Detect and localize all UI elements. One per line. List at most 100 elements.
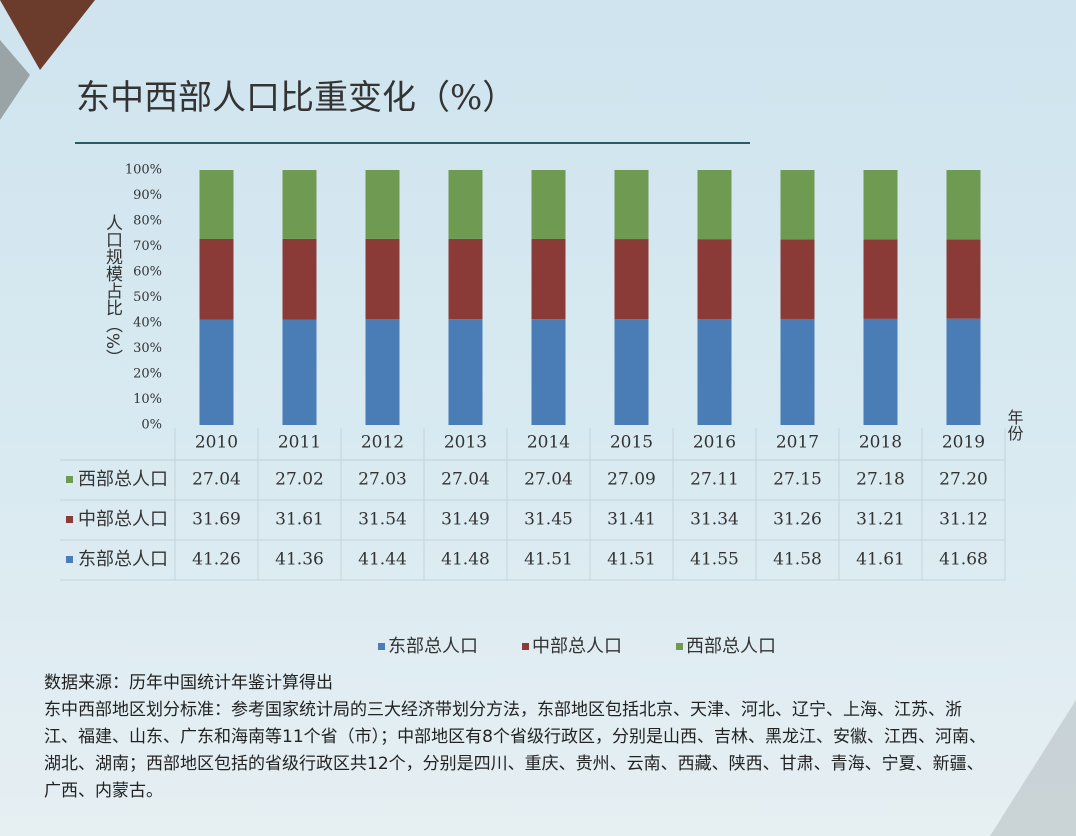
bar-segment <box>282 238 317 320</box>
bar-segment <box>946 318 981 425</box>
bar-segment <box>448 238 483 320</box>
data-label: 27.03 <box>358 470 407 490</box>
bar-segment <box>531 319 566 425</box>
bar-segment <box>282 170 317 239</box>
x-tick-label: 2016 <box>693 433 736 453</box>
bar-segment <box>946 170 981 240</box>
bar-segment <box>780 318 815 425</box>
legend-swatch <box>676 643 683 650</box>
x-tick-label: 2017 <box>776 433 819 453</box>
notes: 数据来源：历年中国统计年鉴计算得出 东中西部地区划分标准：参考国家统计局的三大经济… <box>44 670 994 805</box>
bar-segment <box>531 170 566 239</box>
bar-segment <box>531 238 566 320</box>
data-label: 41.58 <box>773 550 822 570</box>
bar-segment <box>365 169 400 239</box>
data-label: 27.11 <box>690 470 739 490</box>
legend-label: 中部总人口 <box>532 636 622 657</box>
data-label: 41.51 <box>607 550 656 570</box>
y-tick-label: 90% <box>133 188 162 203</box>
legend-swatch <box>66 476 73 483</box>
note: 东中西部地区划分标准：参考国家统计局的三大经济带划分方法，东部地区包括北京、天津… <box>44 700 986 801</box>
y-tick-label: 20% <box>133 367 162 382</box>
x-tick-label: 2019 <box>942 433 985 453</box>
bar-segment <box>282 319 317 425</box>
corner-decoration <box>990 700 1076 836</box>
data-label: 41.36 <box>275 550 324 570</box>
bar-segment <box>614 239 649 320</box>
bar-segment <box>448 319 483 425</box>
chart-title: 东中西部人口比重变化（%） <box>76 78 516 118</box>
corner-decoration <box>0 0 95 70</box>
bar-segment <box>697 170 732 240</box>
bar-segment <box>614 169 649 240</box>
data-label: 27.20 <box>939 470 988 490</box>
data-label: 41.51 <box>524 550 573 570</box>
y-tick-label: 100% <box>125 163 162 178</box>
bar-segment <box>365 238 400 320</box>
y-tick-label: 70% <box>133 239 162 254</box>
bar-segment <box>863 239 898 319</box>
y-tick-label: 10% <box>133 392 162 407</box>
data-label: 31.21 <box>856 510 905 530</box>
data-label: 31.61 <box>275 510 324 530</box>
bar-segment <box>946 239 981 319</box>
bar-segment <box>863 318 898 425</box>
data-label: 27.15 <box>773 470 822 490</box>
data-label: 31.34 <box>690 510 739 530</box>
data-label: 31.12 <box>939 510 988 530</box>
data-label: 41.26 <box>192 550 241 570</box>
y-tick-label: 0% <box>141 418 162 433</box>
bar-segment <box>199 170 234 239</box>
legend-label: 西部总人口 <box>686 636 776 657</box>
y-tick-label: 40% <box>133 316 162 331</box>
x-tick-label: 2012 <box>361 433 404 453</box>
bar-segment <box>697 239 732 320</box>
corner-decoration <box>0 40 30 120</box>
bar-segment <box>863 170 898 240</box>
bar-segment <box>780 239 815 319</box>
x-tick-label: 2013 <box>444 433 487 453</box>
data-label: 27.02 <box>275 470 324 490</box>
y-tick-label: 60% <box>133 265 162 280</box>
data-label: 31.26 <box>773 510 822 530</box>
bar-segment <box>199 319 234 425</box>
legend-swatch <box>66 556 73 563</box>
bar-segment <box>365 319 400 425</box>
y-tick-label: 80% <box>133 214 162 229</box>
table-row-label: 西部总人口 <box>78 469 168 490</box>
legend-swatch <box>66 516 73 523</box>
bar-segment <box>780 170 815 240</box>
legend-label: 东部总人口 <box>388 636 478 657</box>
bar-segment <box>448 169 483 239</box>
bar-segment <box>199 238 234 320</box>
data-label: 27.04 <box>524 470 573 490</box>
y-tick-label: 50% <box>133 290 162 305</box>
data-label: 31.49 <box>441 510 490 530</box>
data-label: 41.68 <box>939 550 988 570</box>
bar-segment <box>697 319 732 425</box>
x-tick-label: 2014 <box>527 433 570 453</box>
legend-swatch <box>378 643 385 650</box>
x-tick-label: 2011 <box>278 433 321 453</box>
data-label: 27.09 <box>607 470 656 490</box>
y-axis-label: 人口规模占比（%） <box>102 214 123 366</box>
x-tick-label: 2010 <box>195 433 238 453</box>
data-label: 31.69 <box>192 510 241 530</box>
x-tick-label: 2015 <box>610 433 653 453</box>
bar-segment <box>614 319 649 425</box>
data-label: 31.54 <box>358 510 407 530</box>
data-label: 27.18 <box>856 470 905 490</box>
x-axis-label: 年份 <box>1005 409 1024 442</box>
data-label: 41.44 <box>358 550 407 570</box>
data-label: 27.04 <box>192 470 241 490</box>
data-label: 41.55 <box>690 550 739 570</box>
data-label: 31.45 <box>524 510 573 530</box>
data-label: 41.48 <box>441 550 490 570</box>
data-label: 27.04 <box>441 470 490 490</box>
legend-swatch <box>522 643 529 650</box>
y-tick-label: 30% <box>133 341 162 356</box>
data-label: 41.61 <box>856 550 905 570</box>
data-label: 31.41 <box>607 510 656 530</box>
